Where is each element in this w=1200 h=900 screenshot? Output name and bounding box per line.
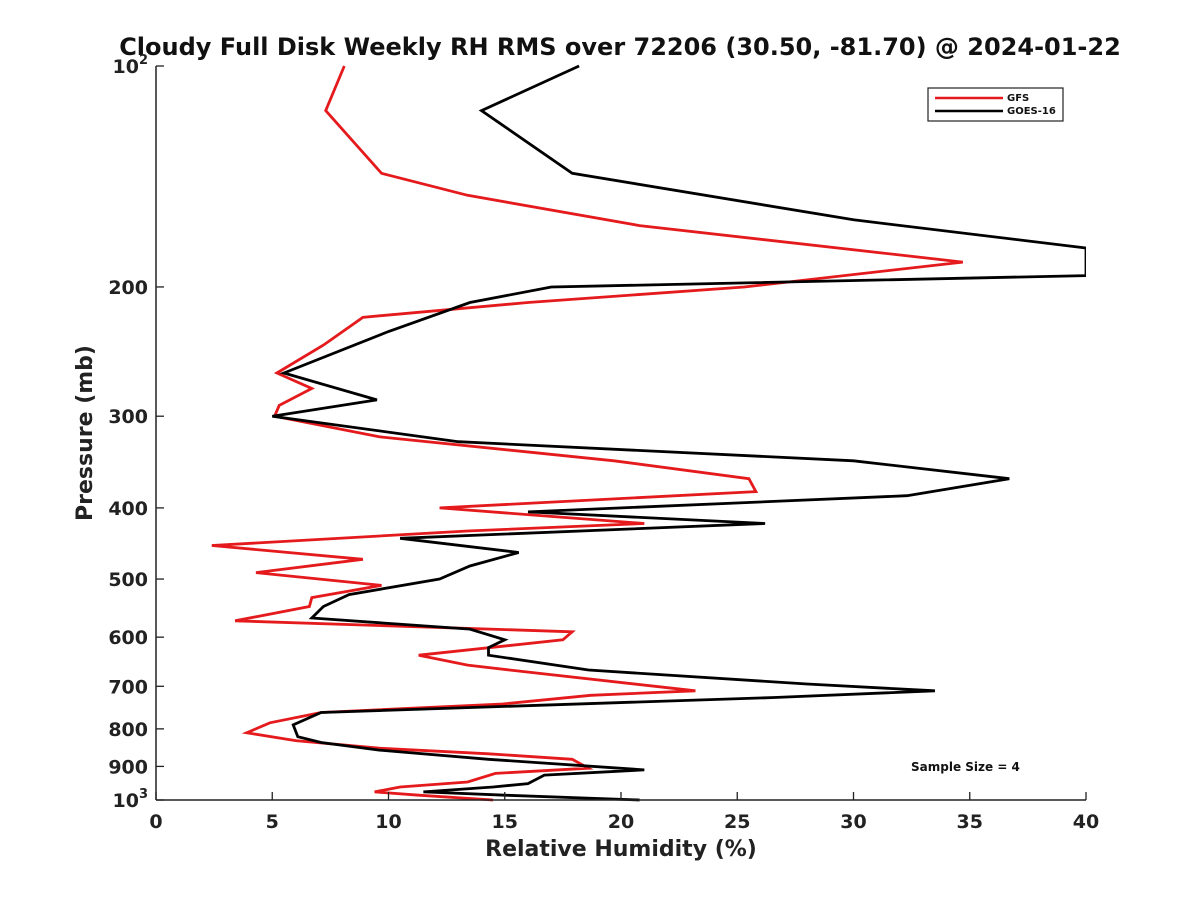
x-tick-label: 20 [608,811,634,833]
x-tick-label: 35 [957,811,983,833]
series-line-goes16 [272,64,1086,802]
y-axis-ticks: 102 200 300 400 500 600 700 800 900 103 [108,53,164,812]
legend-box [927,87,1064,122]
x-tick-label: 5 [266,811,279,833]
x-tick-label: 10 [375,811,401,833]
y-tick-label: 102 [113,53,149,78]
series-line-gfs [211,65,963,802]
y-tick-label: 900 [108,756,148,778]
y-tick-label: 500 [108,569,148,591]
x-tick-label: 0 [149,811,162,833]
legend-label-goes16: GOES-16 [1007,106,1056,117]
y-tick-label: 300 [108,406,148,428]
y-axis-label: Pressure (mb) [73,345,98,521]
y-tick-label: 200 [108,277,148,299]
x-tick-label: 40 [1073,811,1099,833]
y-tick-label: 600 [108,627,148,649]
x-axis-ticks: 0 5 10 15 20 25 30 35 40 [149,792,1099,833]
y-tick-label: 800 [108,719,148,741]
x-tick-label: 15 [492,811,518,833]
chart-title: Cloudy Full Disk Weekly RH RMS over 7220… [119,33,1121,61]
x-tick-label: 30 [840,811,866,833]
legend: GFS GOES-16 [927,87,1064,122]
y-tick-label: 400 [108,498,148,520]
sample-size-annotation: Sample Size = 4 [911,760,1020,774]
y-tick-label: 103 [113,787,149,812]
series-lines [211,64,1086,802]
x-axis-label: Relative Humidity (%) [485,837,757,862]
x-tick-label: 25 [724,811,750,833]
y-tick-label: 700 [108,676,148,698]
legend-label-gfs: GFS [1007,93,1029,104]
